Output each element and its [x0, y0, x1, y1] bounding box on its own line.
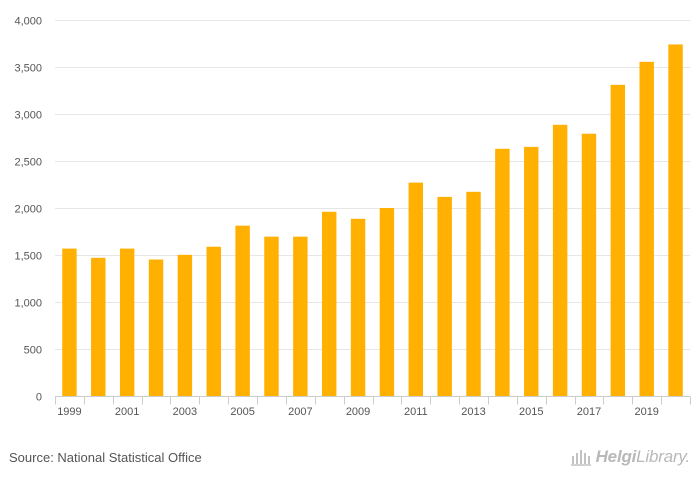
y-tick-label: 3,000	[14, 110, 42, 122]
bar-2004	[206, 246, 221, 396]
building-logo-icon	[570, 450, 591, 466]
x-tick-label: 2001	[115, 406, 139, 418]
bar-2000	[91, 257, 106, 396]
bar-2002	[148, 259, 164, 396]
bar-2011	[408, 182, 424, 396]
bar-2013	[466, 191, 481, 396]
x-tick-label: 2011	[404, 406, 428, 418]
bar-2012	[437, 196, 452, 396]
bar-2009	[350, 218, 366, 396]
x-tick-label: 2015	[519, 406, 543, 418]
x-tick-label: 1999	[57, 406, 81, 418]
y-tick-label: 0	[36, 392, 42, 404]
y-axis-labels: 0 500 1,000 1,500 2,000 2,500 3,000 3,500 4,000	[14, 16, 42, 404]
bar-2015	[524, 146, 539, 396]
bar-2018	[610, 84, 626, 397]
bar-2016	[552, 124, 568, 396]
x-axis: 1999 2001 2003 2005 2007 2009 2011 2013 2015 2017…	[55, 396, 691, 418]
bar-2010	[379, 208, 395, 396]
bar-1999	[62, 248, 77, 396]
bar-2006	[264, 236, 279, 396]
brand-name-bold: Helgi	[595, 447, 637, 466]
source-note: Source: National Statistical Office	[9, 450, 202, 465]
x-tick-label: 2005	[230, 406, 254, 418]
bars	[62, 44, 683, 397]
bar-2017	[581, 133, 597, 397]
bar-2005	[235, 225, 250, 396]
y-tick-label: 500	[24, 345, 42, 357]
y-tick-label: 1,500	[14, 251, 42, 263]
x-tick-label: 2009	[346, 406, 370, 418]
y-tick-label: 3,500	[14, 63, 42, 75]
bar-chart: 05001,0001,5002,0002,5003,0003,5004,000 …	[14, 16, 691, 418]
x-tick-label: 2003	[173, 406, 197, 418]
brand-name-light: Library.	[636, 447, 690, 466]
x-tick-label: 2019	[634, 406, 658, 418]
bar-2019	[639, 61, 654, 396]
y-tick-label: 1,000	[14, 298, 42, 310]
bar-2020	[668, 44, 683, 396]
bar-2007	[293, 236, 308, 396]
y-tick-label: 2,500	[14, 157, 42, 169]
x-tick-label: 2007	[288, 406, 312, 418]
bar-2001	[119, 248, 135, 396]
x-tick-label: 2017	[577, 406, 601, 418]
brand-logo: HelgiLibrary.	[570, 447, 690, 467]
bar-2008	[321, 211, 337, 396]
y-tick-label: 2,000	[14, 204, 42, 216]
bar-2014	[495, 148, 510, 396]
y-tick-label: 4,000	[14, 16, 42, 28]
bar-2003	[177, 254, 193, 396]
x-tick-label: 2013	[461, 406, 485, 418]
